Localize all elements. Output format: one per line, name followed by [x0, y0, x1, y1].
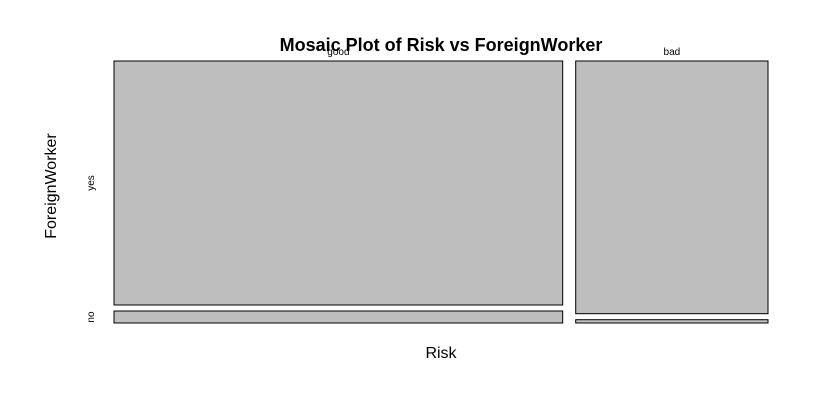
x-axis-title: Risk	[425, 345, 457, 362]
mosaic-tile-good-yes	[113, 60, 564, 306]
row-label-yes: yes	[86, 175, 97, 191]
mosaic-tile-bad-yes	[575, 60, 769, 315]
mosaic-tile-good-no	[113, 310, 564, 324]
row-label-no: no	[86, 311, 97, 323]
row-labels: yes no	[86, 175, 97, 322]
column-labels: good bad	[327, 47, 680, 58]
column-label-bad: bad	[664, 47, 681, 58]
mosaic-tile-bad-no	[575, 319, 769, 324]
chart-title: Mosaic Plot of Risk vs ForeignWorker	[280, 35, 603, 55]
y-axis-title: ForeignWorker	[43, 133, 60, 239]
column-label-good: good	[327, 47, 349, 58]
mosaic-tiles	[113, 60, 769, 324]
